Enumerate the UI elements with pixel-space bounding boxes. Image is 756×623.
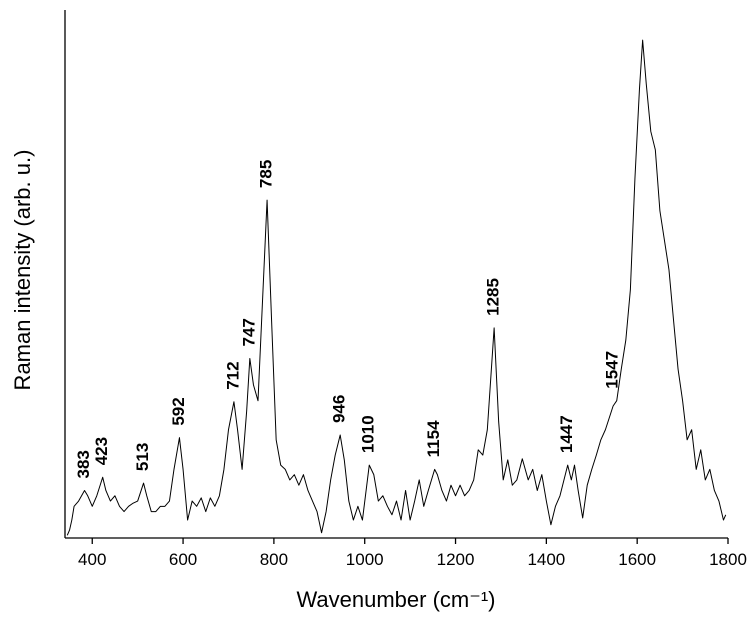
x-tick-label: 400 bbox=[78, 550, 106, 569]
peak-label: 747 bbox=[239, 318, 258, 346]
x-tick-label: 1200 bbox=[437, 550, 475, 569]
x-tick-label: 1400 bbox=[527, 550, 565, 569]
peak-label: 785 bbox=[257, 160, 276, 188]
x-tick-label: 1800 bbox=[709, 550, 747, 569]
peak-label: 592 bbox=[169, 397, 188, 425]
spectrum-line bbox=[66, 39, 727, 536]
peak-label: 1010 bbox=[359, 415, 378, 453]
x-tick-label: 1000 bbox=[346, 550, 384, 569]
x-tick-label: 1600 bbox=[618, 550, 656, 569]
peak-label: 946 bbox=[330, 395, 349, 423]
peak-label: 513 bbox=[133, 443, 152, 471]
x-tick-label: 800 bbox=[260, 550, 288, 569]
peak-label: 423 bbox=[92, 437, 111, 465]
x-axis-label: Wavenumber (cm⁻¹) bbox=[296, 587, 495, 612]
peak-label: 1285 bbox=[484, 278, 503, 316]
peak-label: 383 bbox=[74, 450, 93, 478]
peak-label: 712 bbox=[223, 361, 242, 389]
x-tick-label: 600 bbox=[169, 550, 197, 569]
peak-label: 1547 bbox=[603, 351, 622, 389]
y-axis-label: Raman intensity (arb. u.) bbox=[10, 150, 35, 391]
peak-label: 1154 bbox=[424, 420, 443, 457]
peak-label: 1447 bbox=[557, 415, 576, 453]
